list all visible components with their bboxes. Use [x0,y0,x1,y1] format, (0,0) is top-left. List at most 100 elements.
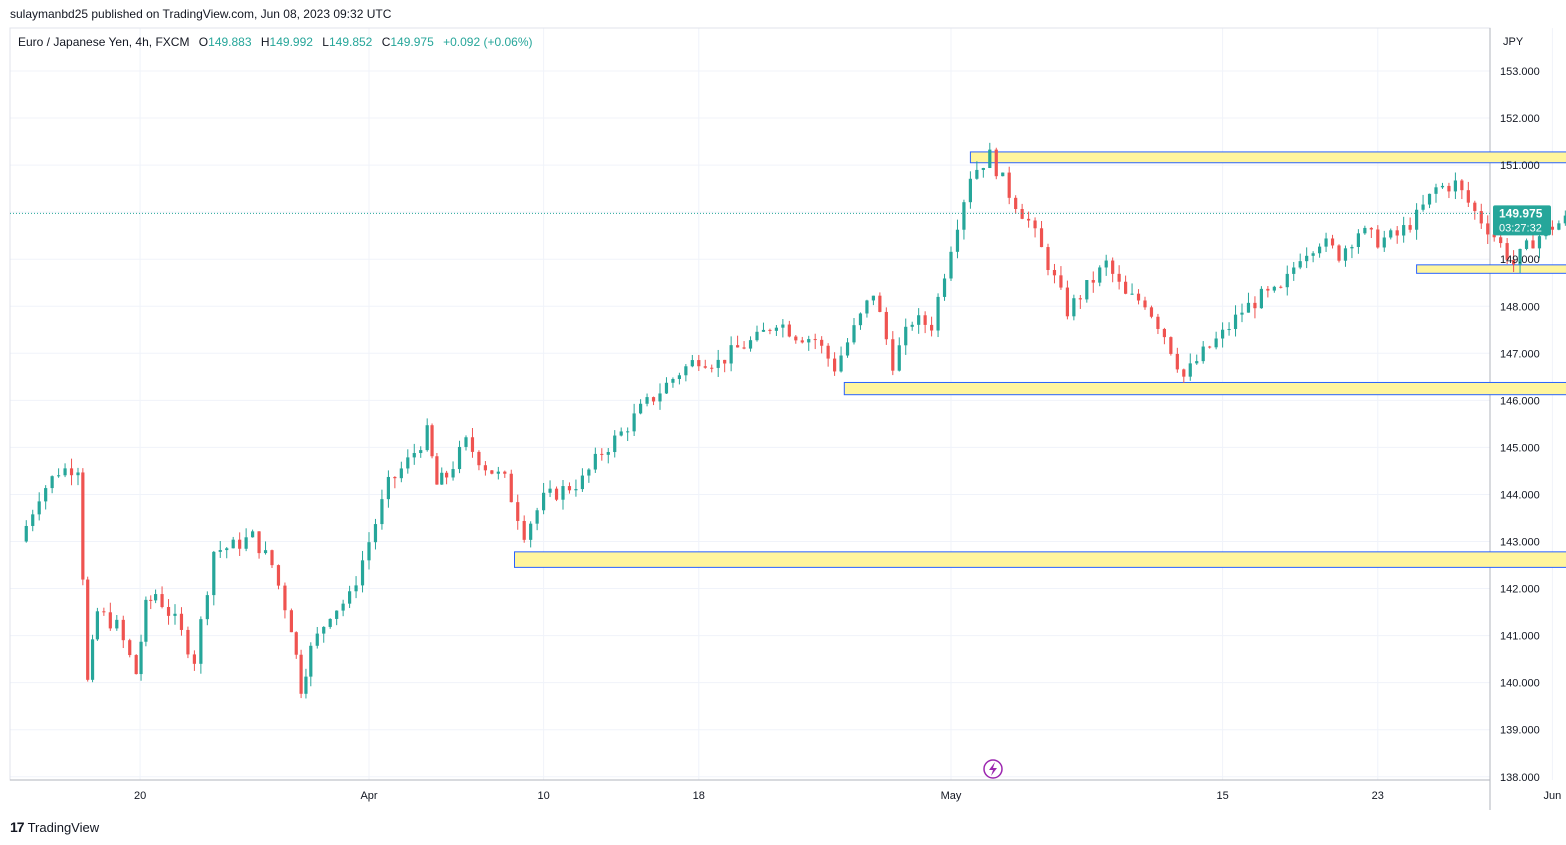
candle-body [1440,185,1445,188]
price-axis[interactable]: 153.000152.000151.000150.000149.000148.0… [1500,66,1540,784]
legend-low-label: L [322,35,329,49]
candle-body [440,472,444,485]
candle-body [1078,298,1082,300]
candle-body [445,472,449,478]
y-tick-label: 152.000 [1500,113,1540,125]
candle-body [1246,302,1251,313]
candle-body [781,324,785,328]
candle-body [1221,329,1225,339]
candle-body [535,510,539,524]
candle-body [1104,260,1108,268]
candle-body [619,431,623,436]
y-tick-label: 142.000 [1500,584,1540,596]
legend-open-label: O [199,35,208,49]
time-axis[interactable]: 20Apr1018May1523Jun1220Jul1024 [134,790,1566,802]
candle-body [645,397,649,404]
candle-body [257,531,261,554]
candle-body [554,488,559,500]
candle-body [37,501,41,515]
candle-body [115,619,119,629]
candle-body [658,393,662,402]
candle-body [852,325,856,343]
candle-body [820,339,824,346]
candle-body [1557,223,1561,230]
candle-body [108,612,112,629]
candle-body [212,551,216,596]
candle-body [166,607,171,616]
candle-body [930,324,934,331]
candle-body [50,476,54,489]
candle-body [509,473,513,503]
candle-body [1046,247,1050,270]
candle-body [1201,346,1205,362]
candle-body [1292,267,1296,274]
candle-body [199,619,203,664]
candle-body [1156,316,1160,329]
support-resistance-zones[interactable] [514,151,1566,568]
candle-body [529,523,533,540]
y-tick-label: 145.000 [1500,442,1540,454]
candle-body [587,469,591,476]
candle-body [128,640,132,656]
candle-body [1111,260,1115,274]
candle-body [231,539,235,549]
candle-body [626,431,630,433]
candle-body [593,453,597,470]
x-tick-label: 10 [537,790,549,802]
last-price-value: 149.975 [1499,206,1543,220]
candle-body [341,603,345,611]
candle-body [1033,220,1037,229]
bar-countdown: 03:27:32 [1499,222,1542,234]
candle-body [671,379,675,383]
candle-body [464,437,468,447]
candle-body [865,300,869,314]
tradingview-logo-icon[interactable]: 17 TradingView [10,819,99,835]
y-tick-label: 153.000 [1500,66,1540,78]
candle-body [1337,245,1341,261]
candle-body [994,149,998,177]
candle-body [1124,281,1128,294]
candle-body [1072,298,1076,317]
candle-body [470,437,475,452]
candle-body [1376,229,1380,248]
candle-body [225,548,229,551]
candle-body [503,471,507,474]
candle-body [1007,172,1011,198]
candle-body [1408,225,1412,230]
candle-body [949,251,953,279]
candle-body [1130,293,1134,295]
candle-body [1505,243,1509,260]
zone-rectangle[interactable] [1416,264,1566,274]
candle-body [1434,187,1438,194]
candle-body [1421,204,1425,210]
legend-low: 149.852 [329,35,373,49]
candle-body [813,339,817,341]
y-tick-label: 149.000 [1500,254,1540,266]
candle-body [677,375,681,380]
candle-body [90,639,95,680]
candle-body [561,486,565,500]
y-tick-label: 138.000 [1500,772,1540,784]
candle-body [154,594,158,601]
zone-rectangle[interactable] [969,151,1566,164]
candle-body [723,359,727,364]
candle-body [878,295,882,312]
candle-body [386,476,390,500]
candle-body [81,472,85,580]
candle-body [613,435,617,453]
candle-body [548,488,552,493]
candle-body [891,339,895,371]
candle-body [31,514,35,526]
legend-close-label: C [382,35,391,49]
candle-body [1059,275,1063,288]
legend-symbol: Euro / Japanese Yen, 4h, FXCM [18,35,189,49]
candle-body [981,167,985,170]
zone-rectangle[interactable] [843,381,1566,396]
candle-body [1020,209,1024,219]
candle-body [703,366,707,368]
zone-rectangle[interactable] [514,551,1566,568]
candle-body [1085,280,1089,300]
lightning-icon[interactable] [983,759,1003,779]
candle-body [44,488,48,502]
